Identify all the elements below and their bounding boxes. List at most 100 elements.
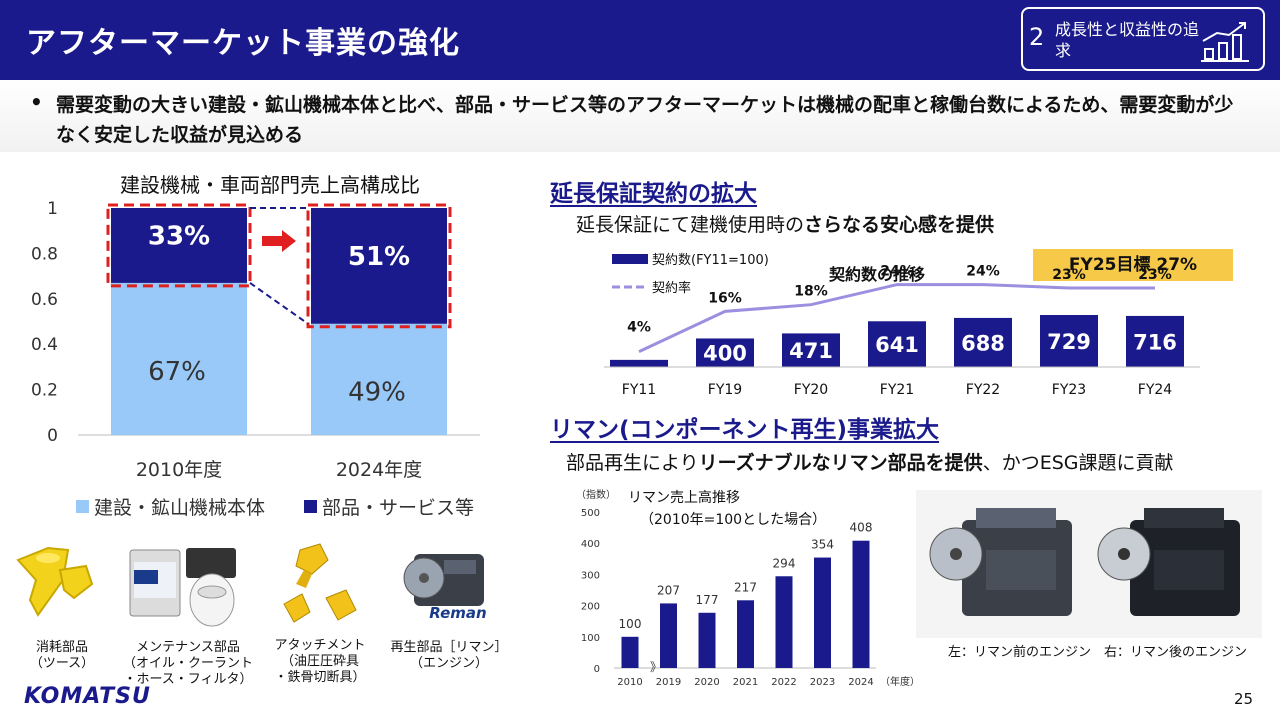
y-tick-label: 0.4 [31,335,58,355]
x-tick-label: 2020 [694,677,719,688]
x-tick-label: 2010年度 [136,459,222,481]
caption-attachment: アタッチメント （油圧圧砕具 ・鉄骨切断具） [262,638,378,686]
y-tick-label: 100 [581,633,600,644]
engine-caption: 左：リマン前のエンジン 右：リマン後のエンジン [948,645,1248,660]
rate-label: 4% [627,320,651,336]
legend: 建設・鉱山機械本体 部品・サービス等 [76,497,474,519]
y-axis-ticks: 0 0.2 0.4 0.6 0.8 1 [31,199,58,446]
caption-line: （油圧圧砕具 [280,654,359,669]
x-tick-label: FY11 [622,382,656,398]
x-axis-labels: 2010 2019 2020 2021 2022 2023 2024 [617,677,873,688]
x-axis-labels: FY11 FY19 FY20 FY21 FY22 FY23 FY24 [622,382,1173,398]
legend-swatch [76,500,89,513]
bar-segment [311,208,447,324]
highlight-overlays [106,203,452,329]
bar [782,333,840,367]
composition-chart: 建設機械・車両部門売上高構成比 0 0.2 0.4 0.6 0.8 1 67% 33% 49%… [31,173,480,519]
caption-line: （オイル・クーラント [122,656,253,671]
attachment-image [283,543,357,623]
chart-subtitle: （2010年=100とした場合） [640,512,826,528]
caption-wear-parts: 消耗部品 （ツース） [14,640,110,672]
legend-label: 契約数(FY11=100) [652,253,769,268]
y-tick-label: 500 [581,508,600,519]
subtitle-plain: 延長保証にて建機使用時の [576,214,805,236]
bar [868,321,926,367]
bar-label: 688 [961,331,1005,355]
y-tick-label: 0.8 [31,244,58,264]
engine-before-image [929,508,1072,616]
bullet-text: 需要変動の大きい建設・鉱山機械本体と比べ、部品・サービス等のアフターマーケットは… [56,94,1234,146]
section-title-reman: リマン(コンポーネント再生)事業拡大 [550,417,940,443]
subtitle-plain: 部品再生により [566,452,699,474]
reman-engine-image: Reman [403,554,487,622]
chart-title: 契約数の推移 [828,265,925,284]
bar-label: 354 [811,538,834,552]
bar [610,359,668,367]
data-label: 33% [148,221,210,251]
engine-after-image [1097,508,1240,616]
x-tick-label: FY23 [1052,382,1086,398]
x-tick-label: FY22 [966,382,1000,398]
reman-sales-chart: （指数） リマン売上高推移 （2010年=100とした場合） 0 100 200 30… [576,488,920,688]
bar [698,612,716,668]
bar-label: 400 [703,342,747,366]
legend-label: 建設・鉱山機械本体 [94,497,265,519]
section-subtitle-warranty: 延長保証にて建機使用時のさらなる安心感を提供 [576,210,994,237]
x-tick-label: 2023 [810,677,835,688]
rate-label: 24% [880,264,914,280]
y-axis-ticks: 0 100 200 300 400 500 [581,508,600,675]
chart-title: 建設機械・車両部門売上高構成比 [120,173,420,197]
caption-reman-parts: 再生部品［リマン］ （エンジン） [384,640,514,672]
subtitle-plain: 、かつESG課題に貢献 [982,452,1174,474]
connector-bottom [249,282,309,325]
bar-segment [311,323,447,435]
rate-label: 16% [708,290,742,306]
x-tick-label: 2024年度 [336,459,422,481]
x-tick-label: 2024 [848,677,873,688]
subtitle-bold: リーズナブルなリマン部品を提供 [698,452,983,474]
subtitle-bold: さらなる安心感を提供 [804,214,995,236]
bar-label: 177 [696,593,719,607]
rate-label: 24% [966,264,1000,280]
caption-line: メンテナンス部品 [136,640,240,655]
bar [1040,315,1098,367]
bar-label: 471 [789,339,833,363]
rate-label: 23% [1138,267,1172,283]
caption-line: （ツース） [29,656,95,671]
legend: 契約数(FY11=100) 契約率 [612,253,769,296]
komatsu-logo: KOMATSU [24,684,151,709]
legend-swatch [304,500,317,513]
bar-label: 408 [850,521,873,535]
y-tick-label: 0 [47,426,58,446]
highlight-box [106,203,252,288]
caption-line: 再生部品［リマン］ [390,640,508,655]
y-tick-label: 400 [581,539,600,550]
contracts-chart: 契約数(FY11=100) 契約率 契約数の推移 400 471 641 688 729 7… [604,253,1200,398]
section-title-warranty: 延長保証契約の拡大 [550,181,757,207]
bar-label: 641 [875,333,919,357]
legend-label: 部品・サービス等 [322,497,474,519]
bar [696,338,754,367]
bar-segment [111,208,247,283]
bars: 400 471 641 688 729 716 [610,315,1184,367]
bullet-marker: • [30,90,43,114]
bar-label: 217 [734,580,757,594]
data-label: 67% [148,357,206,387]
y-tick-label: 200 [581,602,600,613]
maintenance-parts-image [129,548,236,627]
bar [814,557,831,668]
page-title: アフターマーケット事業の強化 [26,26,460,61]
caption-line: 消耗部品 [35,640,88,655]
x-axis-label: （年度） [880,675,920,688]
caption-line: ・ホース・フィルタ） [123,672,253,687]
red-arrow-icon [262,230,296,252]
bar-label: 294 [773,556,796,570]
axis-break: 》 [650,660,662,674]
legend-swatch-bar [612,254,648,264]
data-label: 49% [348,377,406,407]
rate-label: 18% [794,284,828,300]
tooth-image [16,546,94,617]
bar-label: 100 [619,617,642,631]
caption-line: （エンジン） [409,656,488,671]
y-axis-label: （指数） [576,488,616,501]
